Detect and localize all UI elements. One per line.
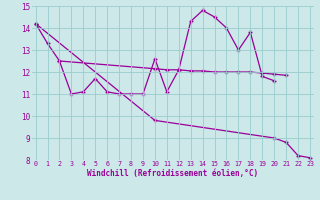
X-axis label: Windchill (Refroidissement éolien,°C): Windchill (Refroidissement éolien,°C) bbox=[87, 169, 258, 178]
